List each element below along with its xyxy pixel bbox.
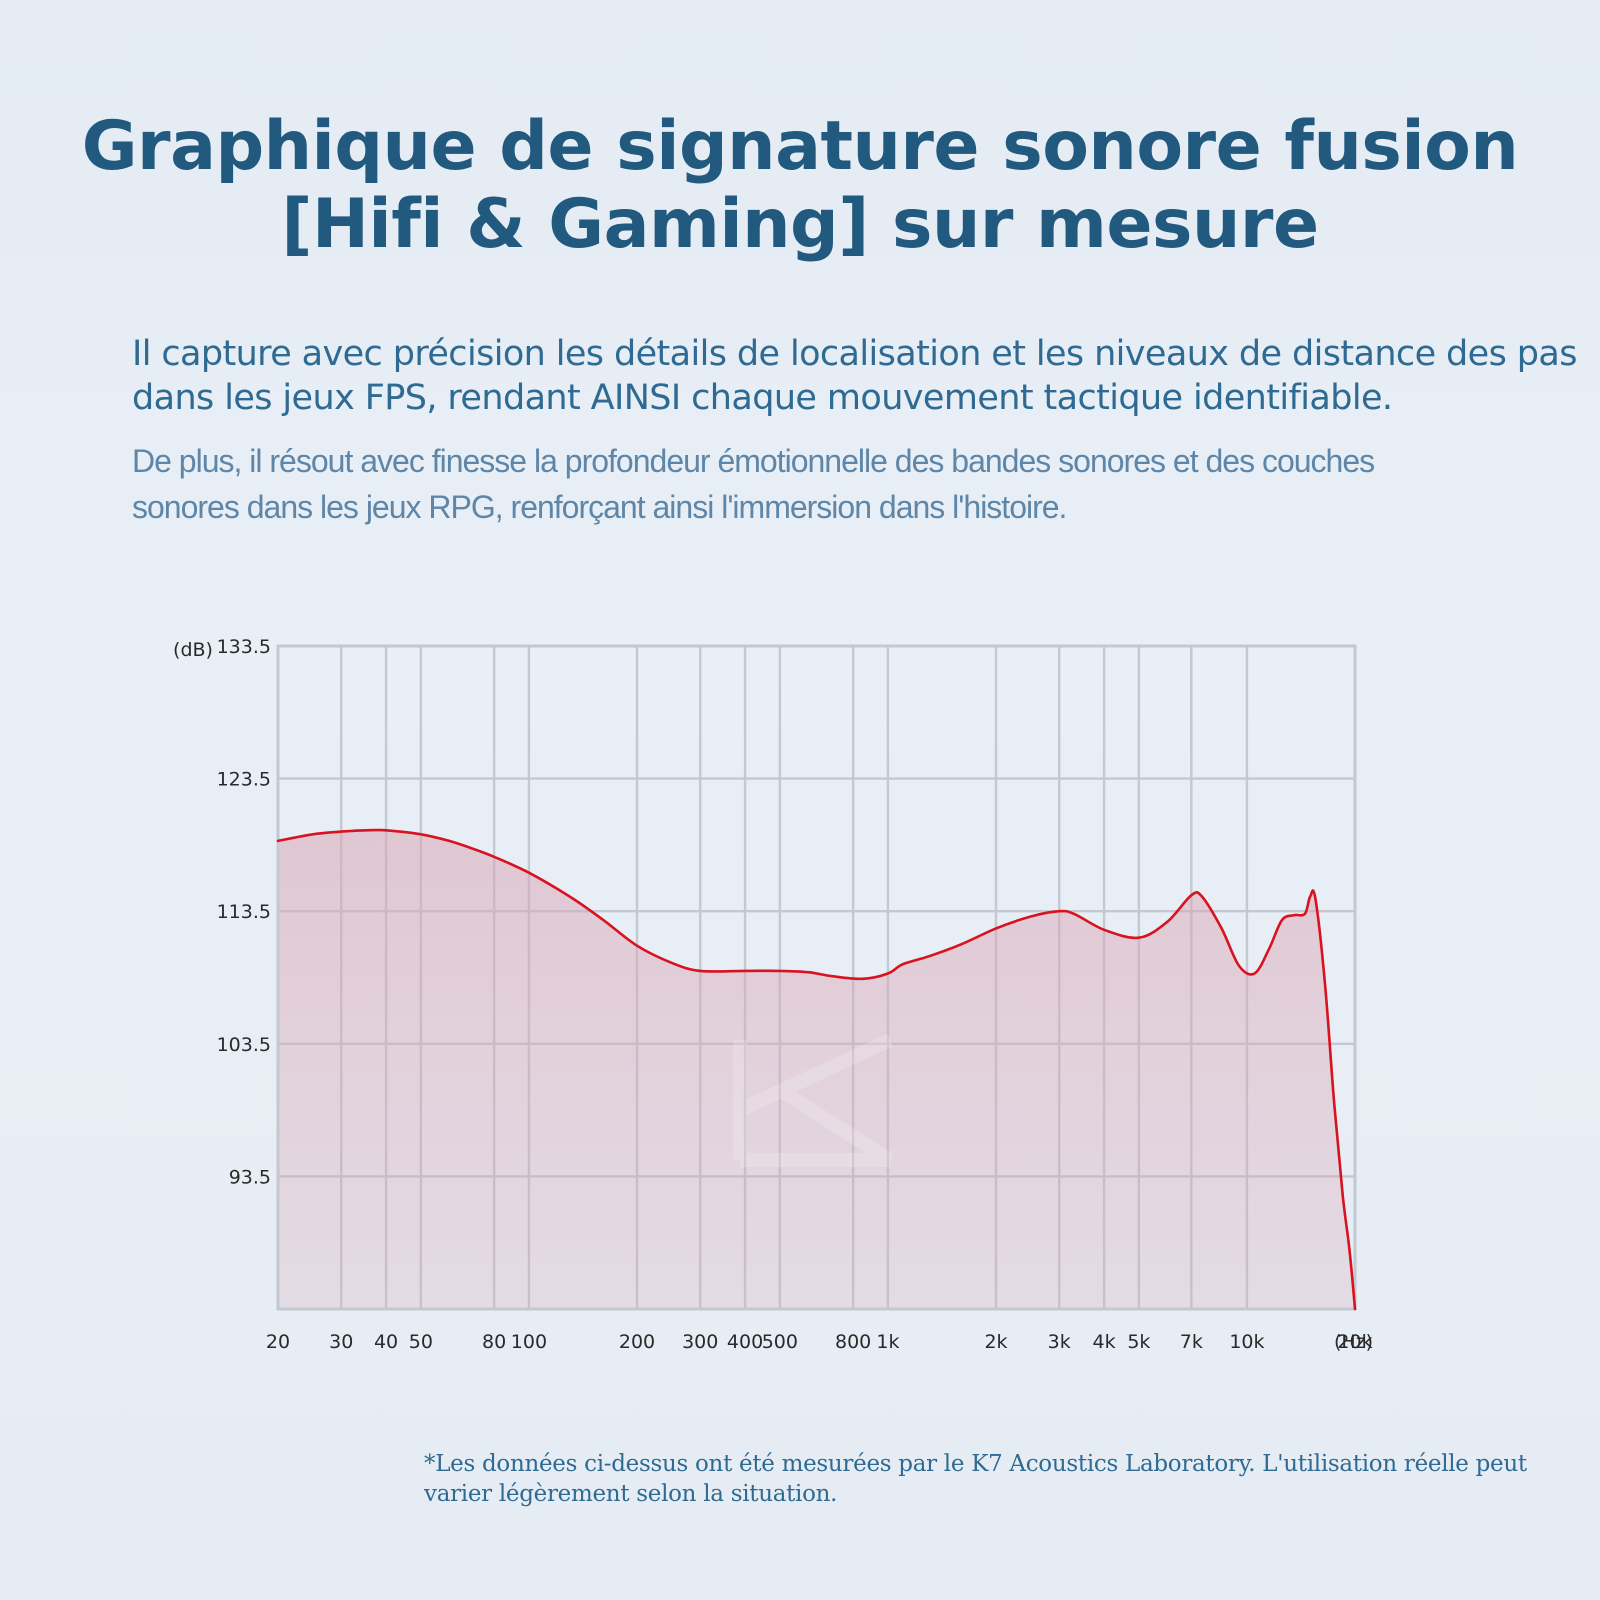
y-tick-label: 133.5 <box>217 636 271 658</box>
page-title: Graphique de signature sonore fusion [Hi… <box>81 107 1519 264</box>
frequency-response-line <box>276 828 1357 1311</box>
y-tick-label: 93.5 <box>229 1166 271 1188</box>
x-tick-label: 4k <box>1093 1331 1116 1353</box>
intro-paragraph: Il capture avec précision les détails de… <box>132 334 1577 418</box>
x-tick-label: 50 <box>409 1331 433 1353</box>
x-tick-label: 5k <box>1127 1331 1150 1353</box>
response-area-fill <box>278 829 1355 1309</box>
x-tick-label: 300 <box>682 1331 718 1353</box>
k-logo-watermark <box>733 1033 894 1167</box>
y-tick-label: 113.5 <box>217 901 271 923</box>
x-tick-label: 100 <box>511 1331 547 1353</box>
x-tick-label: 200 <box>619 1331 655 1353</box>
chart-frame <box>276 644 1357 1311</box>
x-tick-label: 400 <box>727 1331 763 1353</box>
y-tick-label: 123.5 <box>217 769 271 791</box>
x-tick-label: 2k <box>984 1331 1007 1353</box>
secondary-paragraph: De plus, il résout avec finesse la profo… <box>132 443 1375 525</box>
x-tick-label: 40 <box>374 1331 398 1353</box>
x-tick-label: 1k <box>876 1331 899 1353</box>
plot-border <box>276 644 1357 1311</box>
x-tick-label: 20k <box>1337 1331 1372 1353</box>
x-tick-label: 80 <box>482 1331 506 1353</box>
x-tick-label: 10k <box>1229 1331 1264 1353</box>
x-tick-label: 7k <box>1180 1331 1203 1353</box>
x-tick-label: 3k <box>1048 1331 1071 1353</box>
x-tick-label: 20 <box>266 1331 290 1353</box>
y-axis-unit-label: (dB) <box>173 639 213 661</box>
x-tick-label: 500 <box>762 1331 798 1353</box>
y-axis-ticks: 133.5 123.5 113.5 103.5 93.5 <box>217 636 271 1188</box>
x-axis-unit-label: (Hz) <box>1334 1331 1373 1353</box>
y-tick-label: 103.5 <box>217 1034 271 1056</box>
footnote: *Les données ci-dessus ont été mesurées … <box>424 1451 1527 1507</box>
x-tick-label: 30 <box>329 1331 353 1353</box>
x-tick-label: 800 <box>835 1331 871 1353</box>
